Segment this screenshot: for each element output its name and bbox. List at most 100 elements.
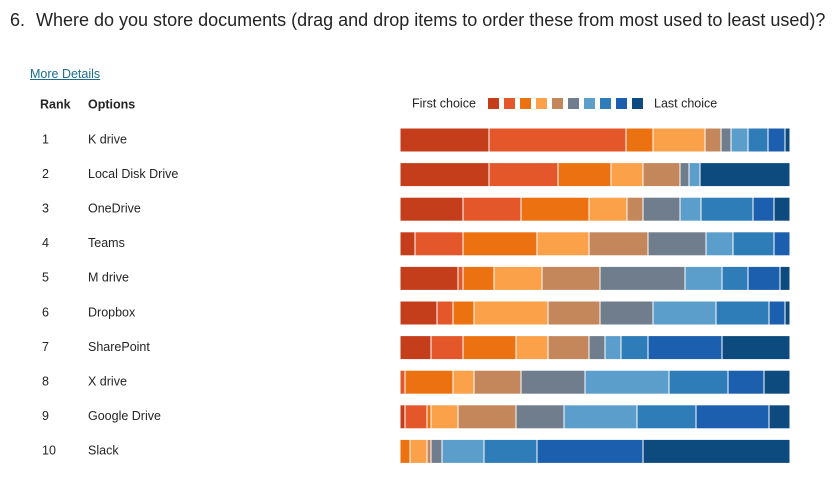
bar-segment [695, 404, 770, 430]
bar-segment [732, 231, 775, 257]
option-label: M drive [88, 271, 129, 285]
option-label: Local Disk Drive [88, 167, 178, 181]
bar-segment [462, 196, 522, 222]
more-details-link[interactable]: More Details [30, 67, 101, 81]
legend-swatch [504, 98, 515, 109]
option-label: SharePoint [88, 340, 150, 354]
legend-swatch [552, 98, 563, 109]
bar-segment [457, 404, 517, 430]
question-number: 6. [10, 10, 26, 30]
bar-segment [436, 300, 454, 326]
bar-segment [399, 162, 490, 188]
rank: 3 [42, 201, 49, 215]
bar-segment [768, 300, 786, 326]
bar-segment [536, 438, 644, 464]
legend-swatch [520, 98, 531, 109]
option-label: Slack [88, 444, 119, 458]
bar-segment [563, 404, 638, 430]
bar-segment [452, 300, 475, 326]
bar-segment [462, 335, 517, 361]
bar-segment [462, 231, 538, 257]
bar-segment [636, 404, 697, 430]
legend-swatch [632, 98, 643, 109]
bar-segment [652, 127, 706, 153]
option-label: X drive [88, 374, 127, 388]
bar-segment [747, 127, 769, 153]
bar-segment [536, 231, 590, 257]
bar-segment [700, 196, 754, 222]
bar-segment [779, 265, 791, 291]
bar-segment [409, 438, 428, 464]
bar-segment [652, 300, 717, 326]
question-text: Where do you store documents (drag and d… [36, 10, 826, 30]
rank: 10 [42, 444, 56, 458]
option-label: OneDrive [88, 201, 141, 215]
question: 6. Where do you store documents (drag an… [10, 8, 826, 33]
legend-swatch [616, 98, 627, 109]
bar-segment [462, 265, 495, 291]
bar-segment [473, 369, 522, 395]
bar-segment [684, 265, 723, 291]
option-label: K drive [88, 132, 127, 146]
rank-header: Rank [40, 97, 71, 111]
bar-segment [642, 162, 681, 188]
bar-segment [426, 404, 432, 430]
bar-segment [784, 300, 791, 326]
bar-segment [588, 231, 649, 257]
bar-segment [647, 231, 707, 257]
bar-segment [642, 196, 681, 222]
option-label: Dropbox [88, 305, 136, 319]
rank: 6 [42, 305, 49, 319]
bar-segment [727, 369, 765, 395]
bar-segment [399, 369, 406, 395]
bar-segment [721, 265, 749, 291]
bar-segment [399, 231, 416, 257]
option-label: Teams [88, 236, 125, 250]
bar-segment [705, 231, 734, 257]
bar-segment [588, 335, 606, 361]
bar-segment [730, 127, 749, 153]
bar-segment [679, 196, 702, 222]
legend-last: Last choice [654, 96, 717, 110]
bar-segment [404, 404, 428, 430]
bar-segment [399, 438, 411, 464]
bar-segment [520, 369, 586, 395]
rank: 8 [42, 374, 49, 388]
bar-segment [457, 265, 464, 291]
bar-segment [399, 404, 406, 430]
bar-segment [688, 162, 701, 188]
bar-segment [715, 300, 770, 326]
bar-segment [588, 196, 628, 222]
bar-segment [704, 127, 722, 153]
bar-segment [404, 369, 454, 395]
bar-segment [452, 369, 475, 395]
bar-segment [747, 265, 781, 291]
bar-segment [604, 335, 622, 361]
bar-segment [488, 127, 627, 153]
bar-segment [430, 335, 464, 361]
bar-segment [557, 162, 612, 188]
rank: 4 [42, 236, 49, 250]
bar-segment [752, 196, 775, 222]
legend-swatch [536, 98, 547, 109]
legend-swatch [568, 98, 579, 109]
legend-swatch [488, 98, 499, 109]
bar-segment [620, 335, 649, 361]
option-label: Google Drive [88, 409, 161, 423]
bar-segment [647, 335, 723, 361]
bar-segment [399, 265, 459, 291]
bar-segment [721, 335, 791, 361]
bar-segment [399, 196, 464, 222]
bar-segment [493, 265, 543, 291]
bar-segment [626, 196, 644, 222]
bar-segment [679, 162, 690, 188]
bar-segment [399, 127, 490, 153]
bar-segment [483, 438, 538, 464]
bar-segment [773, 231, 791, 257]
rank: 1 [42, 132, 49, 146]
bar-segment [699, 162, 791, 188]
options-header: Options [88, 97, 135, 111]
bar-segment [584, 369, 670, 395]
